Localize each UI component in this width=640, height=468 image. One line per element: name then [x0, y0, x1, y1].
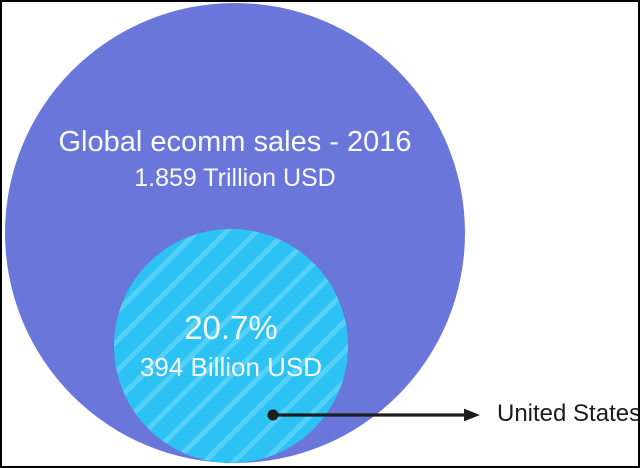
us-circle-value: 394 Billion USD [139, 352, 323, 382]
us-sales-circle: 20.7% 394 Billion USD [114, 229, 348, 463]
united-states-label: United States [497, 400, 640, 427]
global-circle-value: 1.859 Trillion USD [134, 164, 336, 192]
global-circle-title: Global ecomm sales - 2016 [58, 126, 412, 158]
us-circle-percent: 20.7% [184, 309, 278, 346]
arrow-head-icon [464, 408, 480, 422]
